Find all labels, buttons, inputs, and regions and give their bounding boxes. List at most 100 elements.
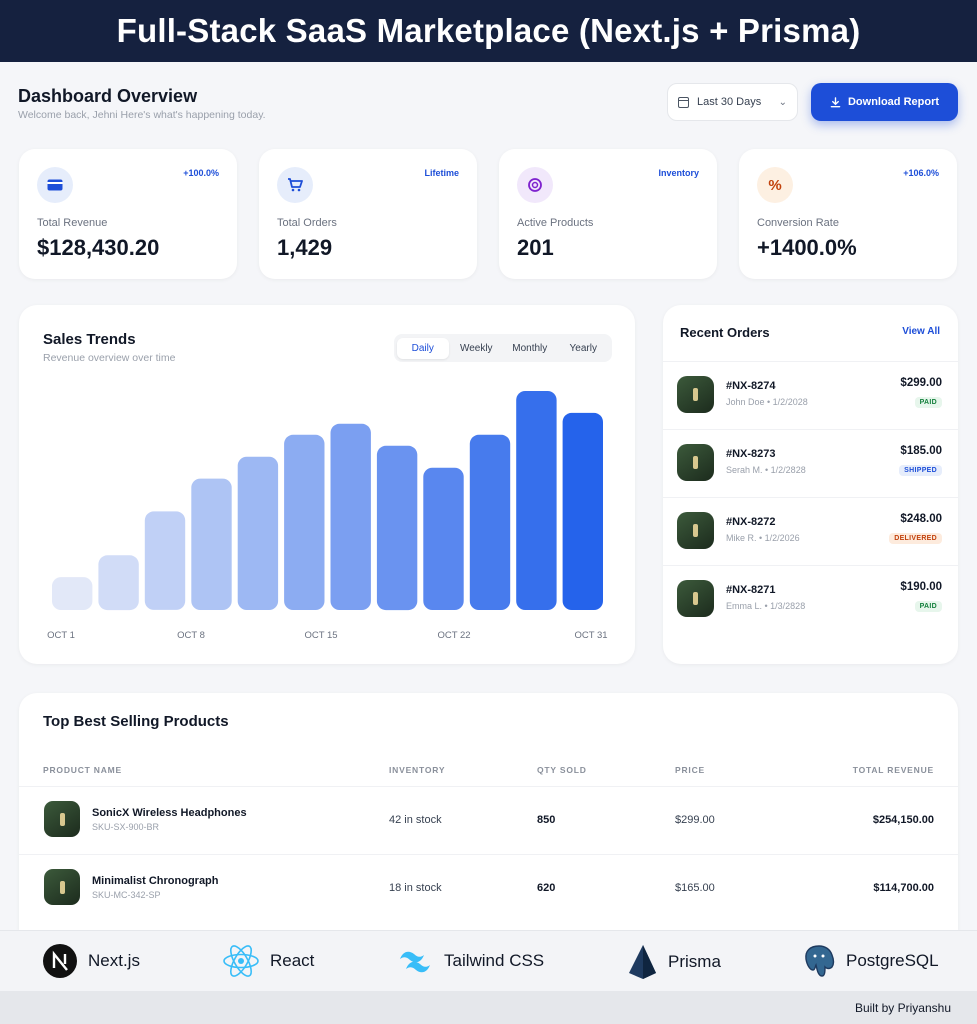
sales-subtitle: Revenue overview over time xyxy=(43,352,176,364)
inventory-cell: 42 in stock xyxy=(389,814,442,826)
footer: Built by Priyanshu xyxy=(0,991,977,1024)
recent-orders-card: Recent Orders View All #NX-8274 John Doe… xyxy=(663,305,958,664)
product-thumbnail xyxy=(677,580,714,617)
product-icon xyxy=(517,167,553,203)
table-row[interactable]: SonicX Wireless Headphones SKU-SX-900-BR… xyxy=(19,786,958,854)
stat-badge: +106.0% xyxy=(903,168,939,178)
stat-label: Total Orders xyxy=(277,217,337,229)
date-range-select[interactable]: Last 30 Days ⌄ xyxy=(667,83,798,121)
cart-icon xyxy=(277,167,313,203)
order-row[interactable]: #NX-8274 John Doe • 1/2/2028 $299.00 PAI… xyxy=(663,361,958,429)
x-tick-label: OCT 1 xyxy=(47,630,75,641)
stat-value: $128,430.20 xyxy=(37,235,160,260)
price-cell: $299.00 xyxy=(675,814,715,826)
tab-weekly[interactable]: Weekly xyxy=(459,342,493,354)
table-row[interactable]: Minimalist Chronograph SKU-MC-342-SP 18 … xyxy=(19,854,958,922)
stat-label: Conversion Rate xyxy=(757,217,839,229)
sales-bar-chart: OCT 1 OCT 8 OCT 15 OCT 22 OCT 31 xyxy=(47,391,608,641)
chart-bar[interactable] xyxy=(191,478,232,610)
order-id: #NX-8271 xyxy=(726,584,776,596)
view-all-link[interactable]: View All xyxy=(902,326,940,337)
page-title: Dashboard Overview xyxy=(18,86,198,106)
x-tick-label: OCT 8 xyxy=(177,630,205,641)
chart-bar[interactable] xyxy=(469,434,511,610)
top-products-card: Top Best Selling Products PRODUCT NAME I… xyxy=(19,693,958,930)
download-icon xyxy=(830,96,841,107)
dashboard-page: Dashboard Overview Welcome back, Jehni H… xyxy=(0,62,977,930)
revenue-cell: $114,700.00 xyxy=(873,882,934,894)
order-meta: John Doe • 1/2/2028 xyxy=(726,397,808,407)
order-amount: $248.00 xyxy=(900,513,942,525)
product-name: SonicX Wireless Headphones xyxy=(92,807,247,819)
nextjs-icon xyxy=(43,944,77,978)
chart-bar[interactable] xyxy=(144,511,186,610)
tech-prisma: Prisma xyxy=(626,943,721,981)
order-meta: Emma L. • 1/3/2828 xyxy=(726,601,806,611)
percent-icon: % xyxy=(757,167,793,203)
products-title: Top Best Selling Products xyxy=(43,713,229,730)
card-icon xyxy=(37,167,73,203)
column-header[interactable]: PRODUCT NAME xyxy=(43,765,123,775)
order-id: #NX-8273 xyxy=(726,448,776,460)
stat-value: +1400.0% xyxy=(757,235,857,260)
tab-yearly[interactable]: Yearly xyxy=(569,342,597,354)
calendar-icon xyxy=(678,96,689,108)
column-header[interactable]: QTY SOLD xyxy=(537,765,587,775)
product-sku: SKU-MC-342-SP xyxy=(92,890,161,900)
stat-card-revenue: +100.0% Total Revenue $128,430.20 xyxy=(19,149,237,279)
order-row[interactable]: #NX-8271 Emma L. • 1/3/2828 $190.00 PAID xyxy=(663,565,958,633)
column-header[interactable]: TOTAL REVENUE xyxy=(852,765,934,775)
chart-bar[interactable] xyxy=(562,412,603,610)
tech-label: Tailwind CSS xyxy=(444,951,545,970)
tab-monthly[interactable]: Monthly xyxy=(512,342,548,354)
column-header[interactable]: PRICE xyxy=(675,765,705,775)
stat-badge: Lifetime xyxy=(424,168,459,178)
stat-badge: +100.0% xyxy=(183,168,219,178)
chart-bar[interactable] xyxy=(376,445,418,611)
inventory-cell: 18 in stock xyxy=(389,882,442,894)
order-meta: Serah M. • 1/2/2828 xyxy=(726,465,806,475)
order-id: #NX-8274 xyxy=(726,380,776,392)
stat-badge: Inventory xyxy=(658,168,699,178)
status-badge: PAID xyxy=(914,397,942,408)
order-row[interactable]: #NX-8272 Mike R. • 1/2/2026 $248.00 DELI… xyxy=(663,497,958,565)
product-sku: SKU-SX-900-BR xyxy=(92,822,160,832)
chart-bar[interactable] xyxy=(237,456,279,610)
chevron-down-icon: ⌄ xyxy=(778,96,787,108)
x-tick-label: OCT 31 xyxy=(574,630,607,641)
chart-bar[interactable] xyxy=(516,391,557,610)
order-amount: $299.00 xyxy=(900,377,942,389)
tailwind-icon xyxy=(400,951,430,973)
product-thumbnail xyxy=(44,869,80,905)
download-report-button[interactable]: Download Report xyxy=(811,83,958,121)
chart-bar[interactable] xyxy=(284,434,325,610)
chart-bar[interactable] xyxy=(98,555,139,611)
tech-react: React xyxy=(222,943,314,979)
order-row[interactable]: #NX-8273 Serah M. • 1/2/2828 $185.00 SHI… xyxy=(663,429,958,497)
qty-sold-cell: 620 xyxy=(537,882,556,894)
period-tabs: Daily Weekly Monthly Yearly xyxy=(394,334,612,362)
tech-postgresql: PostgreSQL xyxy=(802,943,939,979)
prisma-icon xyxy=(629,945,656,979)
sales-title: Sales Trends xyxy=(43,331,136,348)
product-thumbnail xyxy=(677,444,714,481)
order-amount: $185.00 xyxy=(900,445,942,457)
chart-bar[interactable] xyxy=(330,423,371,610)
tab-daily[interactable]: Daily xyxy=(397,337,449,359)
stat-card-conversion: % +106.0% Conversion Rate +1400.0% xyxy=(739,149,957,279)
product-thumbnail xyxy=(677,376,714,413)
footer-credit: Built by Priyanshu xyxy=(854,1001,951,1015)
stat-value: 201 xyxy=(517,235,554,260)
postgresql-icon xyxy=(805,945,835,977)
chart-bar[interactable] xyxy=(423,467,464,610)
tech-label: React xyxy=(270,951,315,970)
column-header[interactable]: INVENTORY xyxy=(389,765,446,775)
orders-title: Recent Orders xyxy=(680,325,770,340)
banner-title: Full-Stack SaaS Marketplace (Next.js + P… xyxy=(116,12,861,49)
status-badge: DELIVERED xyxy=(889,533,942,544)
x-tick-label: OCT 22 xyxy=(437,630,470,641)
tech-nextjs: Next.js xyxy=(42,943,140,979)
banner: Full-Stack SaaS Marketplace (Next.js + P… xyxy=(0,0,977,62)
chart-bar[interactable] xyxy=(52,577,93,610)
status-badge: SHIPPED xyxy=(899,465,942,476)
